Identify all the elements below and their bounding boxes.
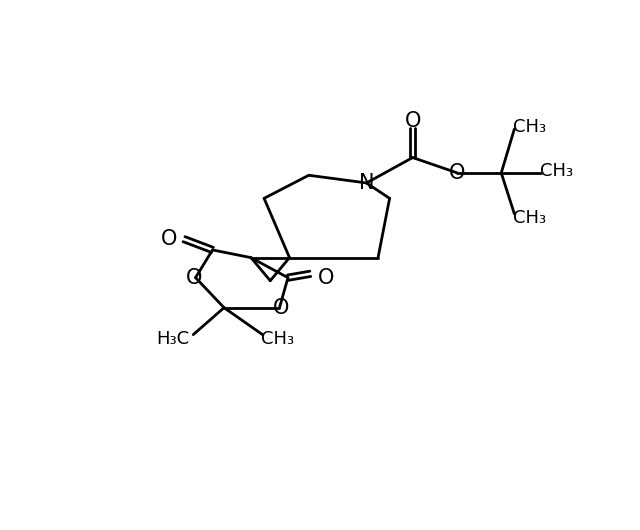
Text: O: O <box>186 268 202 288</box>
Text: H₃C: H₃C <box>156 330 189 348</box>
Text: N: N <box>359 173 374 193</box>
Text: O: O <box>404 111 421 131</box>
Text: O: O <box>317 268 334 288</box>
Text: CH₃: CH₃ <box>540 162 573 180</box>
Text: CH₃: CH₃ <box>261 330 294 348</box>
Text: O: O <box>449 163 465 183</box>
Text: O: O <box>161 229 177 249</box>
Text: O: O <box>273 298 289 317</box>
Text: CH₃: CH₃ <box>513 118 547 136</box>
Text: CH₃: CH₃ <box>513 209 547 227</box>
